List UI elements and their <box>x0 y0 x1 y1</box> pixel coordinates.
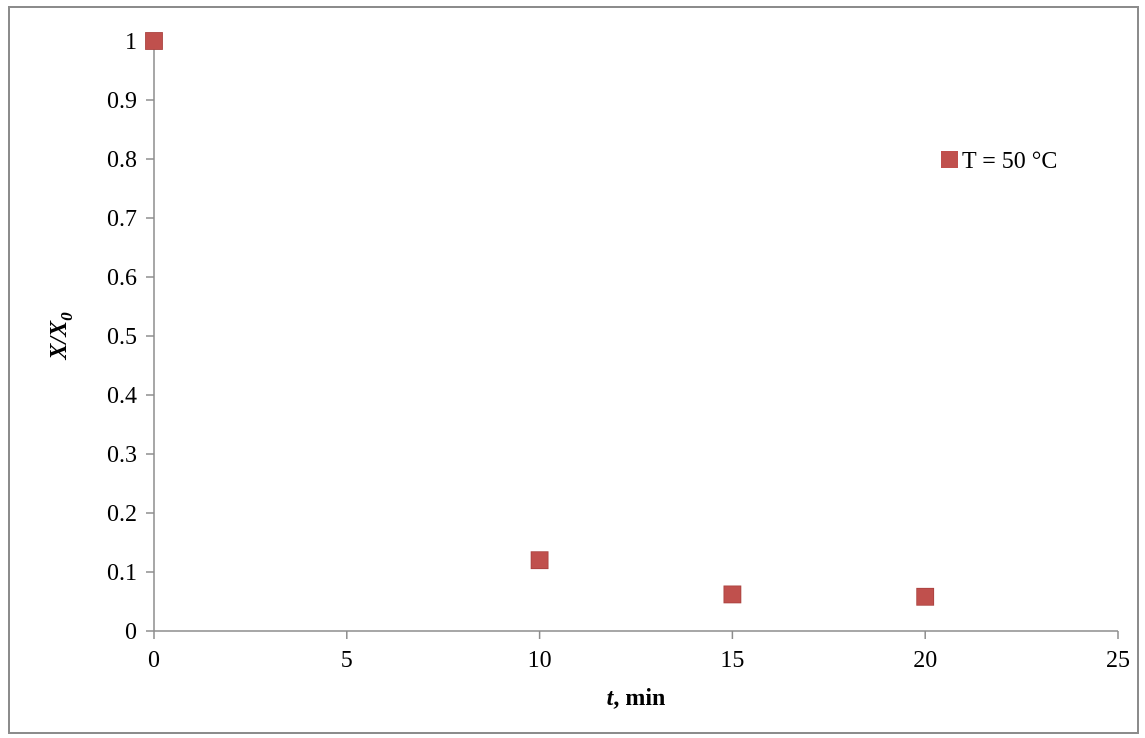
y-tick-label: 0.9 <box>107 88 137 114</box>
legend-label: T = 50 °C <box>962 148 1057 174</box>
x-tick-label: 15 <box>720 647 744 673</box>
y-tick-label: 0.5 <box>107 324 137 350</box>
y-tick-label: 0.2 <box>107 501 137 527</box>
x-axis-unit: , min <box>613 685 665 711</box>
y-ticks: 0 0.1 0.2 0.3 0.4 0.5 0.6 0.7 0.8 0.9 1 <box>107 29 154 645</box>
y-axis-subscript: 0 <box>57 312 76 321</box>
y-tick-label: 0.6 <box>107 265 137 291</box>
y-tick-label: 0.4 <box>107 383 137 409</box>
legend-marker <box>941 151 958 168</box>
y-tick-label: 0.3 <box>107 442 137 468</box>
data-point <box>145 32 163 50</box>
y-tick-label: 0 <box>125 619 137 645</box>
data-points <box>145 32 935 606</box>
x-axis-variable: t <box>607 685 615 711</box>
y-tick-label: 0.7 <box>107 206 137 232</box>
legend: T = 50 °C <box>941 148 1057 174</box>
axes <box>153 41 1118 632</box>
data-point <box>916 587 935 606</box>
x-tick-label: 0 <box>148 647 160 673</box>
data-point <box>530 551 549 570</box>
y-tick-label: 0.1 <box>107 560 137 586</box>
x-tick-label: 25 <box>1106 647 1130 673</box>
x-tick-label: 5 <box>341 647 353 673</box>
y-axis-variable: X/X <box>46 320 72 361</box>
y-tick-label: 0.8 <box>107 147 137 173</box>
x-tick-label: 10 <box>528 647 552 673</box>
y-axis-title: X/X0 <box>46 312 76 361</box>
x-axis-title: t, min <box>607 685 666 711</box>
x-tick-label: 20 <box>913 647 937 673</box>
data-point <box>723 585 742 604</box>
y-tick-label: 1 <box>125 29 137 55</box>
chart-frame <box>8 6 1139 734</box>
x-ticks: 0 5 10 15 20 25 <box>148 631 1130 673</box>
